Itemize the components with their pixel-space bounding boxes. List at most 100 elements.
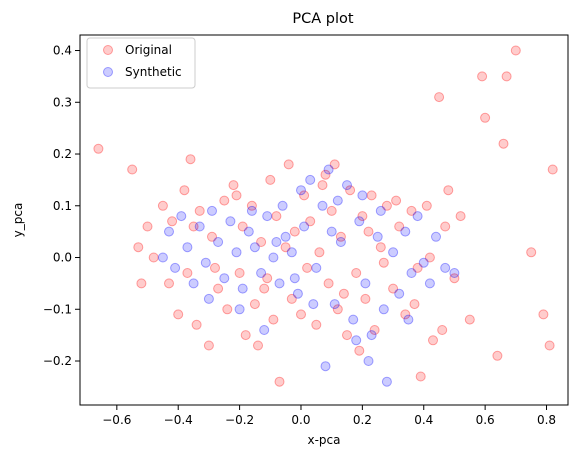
point-synthetic xyxy=(262,211,273,222)
point-synthetic xyxy=(170,262,181,273)
point-synthetic xyxy=(213,237,224,247)
point-original xyxy=(299,190,310,201)
point-original xyxy=(142,221,153,232)
point-synthetic xyxy=(323,164,334,175)
point-original xyxy=(538,309,549,320)
point-synthetic xyxy=(234,304,245,315)
point-original xyxy=(526,247,537,258)
axes-frame xyxy=(79,34,569,406)
point-original xyxy=(93,143,104,154)
point-synthetic xyxy=(388,247,399,258)
plot-area xyxy=(79,34,569,406)
point-original xyxy=(311,319,322,330)
point-synthetic xyxy=(363,356,374,366)
x-tick-label: 0.6 xyxy=(476,413,495,427)
x-axis-label: x-pca xyxy=(308,433,341,447)
point-synthetic xyxy=(286,247,297,258)
legend-box xyxy=(86,37,196,89)
point-synthetic xyxy=(311,262,322,273)
point-original xyxy=(369,325,380,335)
point-original xyxy=(320,169,331,180)
point-original xyxy=(253,340,263,351)
point-synthetic xyxy=(400,226,411,237)
point-synthetic xyxy=(246,205,257,216)
point-original xyxy=(268,314,279,325)
point-original xyxy=(185,154,196,165)
point-original xyxy=(148,252,159,263)
point-original xyxy=(219,195,230,206)
point-original xyxy=(280,242,291,253)
point-synthetic xyxy=(219,273,230,284)
point-original xyxy=(428,335,438,346)
point-original xyxy=(477,71,488,82)
x-tick-label: 0.2 xyxy=(353,413,372,427)
point-original xyxy=(391,195,402,206)
x-axis-ticks: −0.6 −0.4 −0.2 0.0 0.2 0.4 0.6 0.8 xyxy=(102,405,556,427)
y-tick-label: 0.4 xyxy=(53,44,72,58)
legend-label-original: Original xyxy=(125,43,172,57)
point-original xyxy=(480,112,491,123)
legend: Original Synthetic xyxy=(86,37,196,89)
point-original xyxy=(283,159,294,170)
point-synthetic xyxy=(335,237,346,247)
point-original xyxy=(228,180,239,191)
point-original xyxy=(329,159,340,170)
point-original xyxy=(381,200,392,211)
point-synthetic xyxy=(277,200,288,211)
point-synthetic xyxy=(403,314,414,325)
point-original xyxy=(421,200,432,211)
point-original xyxy=(547,164,558,175)
point-original xyxy=(394,221,405,232)
point-synthetic xyxy=(207,205,217,216)
point-original xyxy=(188,221,199,232)
points-layer xyxy=(93,45,558,387)
point-synthetic xyxy=(271,237,282,247)
point-original xyxy=(345,185,356,196)
y-axis-ticks: −0.2 −0.1 0.0 0.1 0.2 0.3 0.4 xyxy=(43,44,80,368)
point-original xyxy=(262,273,273,284)
point-original xyxy=(363,226,374,237)
point-synthetic xyxy=(366,330,377,341)
point-original xyxy=(338,288,349,299)
point-synthetic xyxy=(164,226,174,237)
point-synthetic xyxy=(292,288,303,299)
point-original xyxy=(259,283,270,294)
point-original xyxy=(289,226,300,237)
point-original xyxy=(388,283,399,294)
y-tick-label: 0.0 xyxy=(53,251,72,265)
point-synthetic xyxy=(449,268,460,278)
point-original xyxy=(164,278,174,289)
point-original xyxy=(182,268,193,278)
point-synthetic xyxy=(280,231,291,242)
point-synthetic xyxy=(203,293,214,304)
point-synthetic xyxy=(157,252,168,263)
point-synthetic xyxy=(354,216,365,227)
point-synthetic xyxy=(289,273,300,284)
x-tick-label: −0.2 xyxy=(225,413,254,427)
y-tick-label: 0.3 xyxy=(53,95,72,109)
point-original xyxy=(409,299,420,310)
x-tick-label: −0.6 xyxy=(102,413,131,427)
legend-label-synthetic: Synthetic xyxy=(125,65,182,79)
point-original xyxy=(136,278,147,289)
point-original xyxy=(406,205,417,216)
point-synthetic xyxy=(320,361,331,372)
point-original xyxy=(323,278,334,289)
point-original xyxy=(203,340,214,351)
point-synthetic xyxy=(268,252,279,263)
point-original xyxy=(449,273,460,284)
series-original xyxy=(93,45,558,387)
point-original xyxy=(191,319,202,330)
y-tick-label: −0.1 xyxy=(43,302,72,316)
point-original xyxy=(342,330,352,341)
point-original xyxy=(246,200,257,211)
point-synthetic xyxy=(296,185,306,196)
point-original xyxy=(360,293,371,304)
point-synthetic xyxy=(317,200,328,211)
point-original xyxy=(286,293,297,304)
point-original xyxy=(302,262,313,273)
point-original xyxy=(133,242,144,253)
point-synthetic xyxy=(357,190,368,201)
point-original xyxy=(234,268,245,278)
